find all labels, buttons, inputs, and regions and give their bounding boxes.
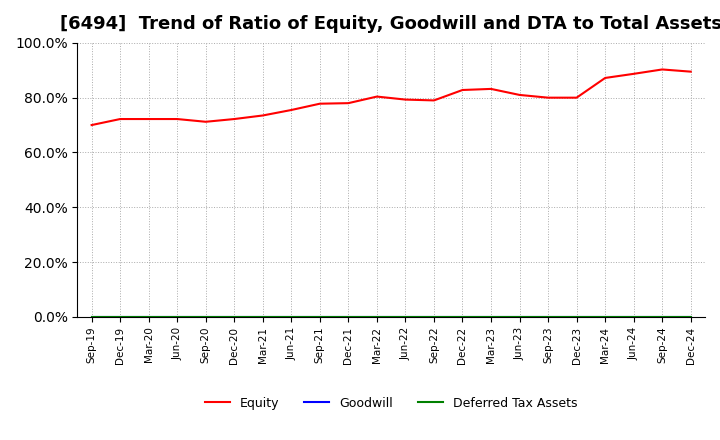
Goodwill <box>144 314 153 319</box>
Goodwill <box>572 314 581 319</box>
Deferred Tax Assets <box>372 314 381 319</box>
Deferred Tax Assets <box>430 314 438 319</box>
Equity <box>658 67 667 72</box>
Equity <box>116 117 125 122</box>
Goodwill <box>202 314 210 319</box>
Equity <box>487 86 495 92</box>
Deferred Tax Assets <box>600 314 609 319</box>
Equity <box>430 98 438 103</box>
Equity <box>572 95 581 100</box>
Deferred Tax Assets <box>144 314 153 319</box>
Equity <box>401 97 410 102</box>
Deferred Tax Assets <box>487 314 495 319</box>
Goodwill <box>401 314 410 319</box>
Equity <box>629 71 638 77</box>
Line: Equity: Equity <box>91 70 690 125</box>
Deferred Tax Assets <box>629 314 638 319</box>
Deferred Tax Assets <box>344 314 353 319</box>
Equity <box>258 113 267 118</box>
Equity <box>202 119 210 125</box>
Goodwill <box>487 314 495 319</box>
Goodwill <box>658 314 667 319</box>
Deferred Tax Assets <box>258 314 267 319</box>
Equity <box>544 95 552 100</box>
Title: [6494]  Trend of Ratio of Equity, Goodwill and DTA to Total Assets: [6494] Trend of Ratio of Equity, Goodwil… <box>60 15 720 33</box>
Goodwill <box>287 314 296 319</box>
Equity <box>287 107 296 113</box>
Deferred Tax Assets <box>658 314 667 319</box>
Deferred Tax Assets <box>87 314 96 319</box>
Deferred Tax Assets <box>686 314 695 319</box>
Goodwill <box>516 314 524 319</box>
Goodwill <box>372 314 381 319</box>
Goodwill <box>230 314 238 319</box>
Equity <box>458 88 467 93</box>
Goodwill <box>258 314 267 319</box>
Equity <box>144 117 153 122</box>
Goodwill <box>600 314 609 319</box>
Equity <box>87 122 96 128</box>
Deferred Tax Assets <box>173 314 181 319</box>
Equity <box>600 75 609 81</box>
Equity <box>686 69 695 74</box>
Equity <box>516 92 524 98</box>
Equity <box>315 101 324 106</box>
Legend: Equity, Goodwill, Deferred Tax Assets: Equity, Goodwill, Deferred Tax Assets <box>199 392 582 414</box>
Goodwill <box>315 314 324 319</box>
Goodwill <box>430 314 438 319</box>
Goodwill <box>629 314 638 319</box>
Deferred Tax Assets <box>401 314 410 319</box>
Equity <box>173 117 181 122</box>
Goodwill <box>344 314 353 319</box>
Goodwill <box>87 314 96 319</box>
Deferred Tax Assets <box>572 314 581 319</box>
Deferred Tax Assets <box>544 314 552 319</box>
Deferred Tax Assets <box>458 314 467 319</box>
Goodwill <box>458 314 467 319</box>
Equity <box>344 100 353 106</box>
Goodwill <box>116 314 125 319</box>
Deferred Tax Assets <box>315 314 324 319</box>
Deferred Tax Assets <box>202 314 210 319</box>
Equity <box>230 117 238 122</box>
Deferred Tax Assets <box>230 314 238 319</box>
Goodwill <box>173 314 181 319</box>
Deferred Tax Assets <box>116 314 125 319</box>
Deferred Tax Assets <box>287 314 296 319</box>
Goodwill <box>544 314 552 319</box>
Deferred Tax Assets <box>516 314 524 319</box>
Goodwill <box>686 314 695 319</box>
Equity <box>372 94 381 99</box>
